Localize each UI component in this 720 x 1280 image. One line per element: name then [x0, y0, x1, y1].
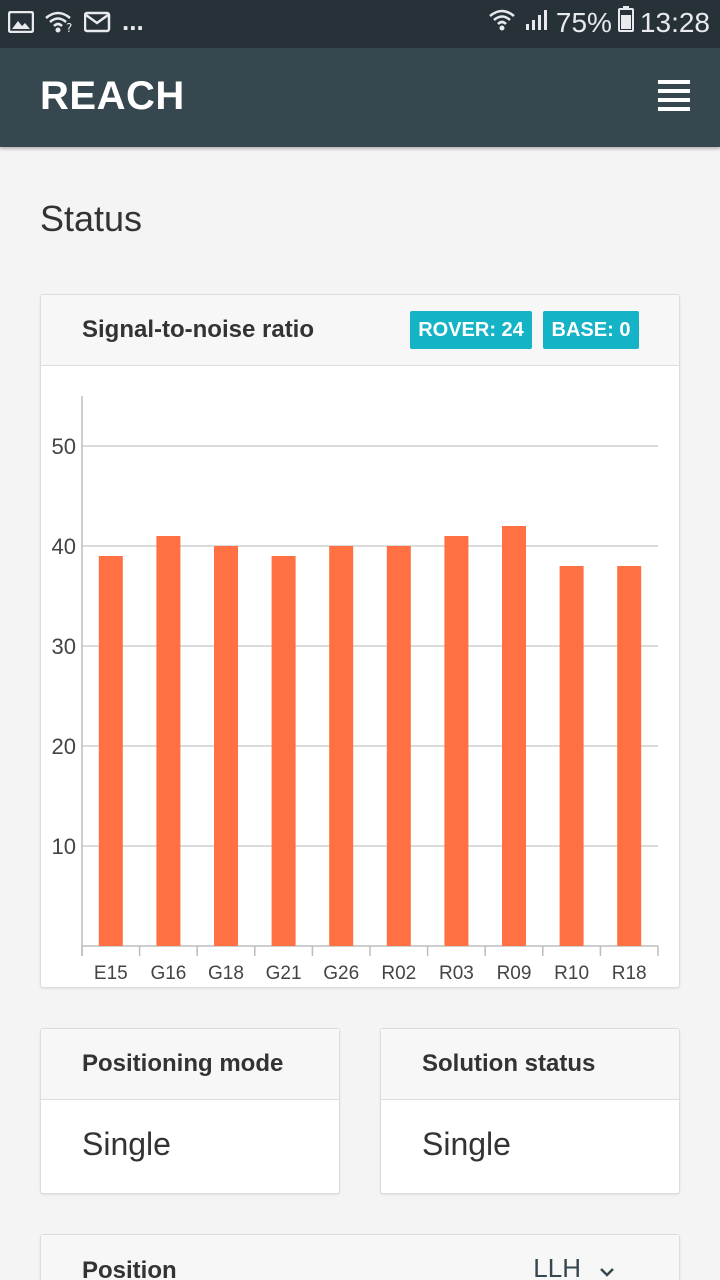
positioning-mode-value: Single [82, 1126, 171, 1162]
chevron-down-icon [599, 1253, 615, 1280]
bar [444, 536, 469, 946]
app-logo: REACH [40, 74, 185, 118]
solution-status-card: Solution status Single [380, 1028, 680, 1194]
solution-status-title: Solution status [422, 1050, 596, 1077]
positioning-mode-card: Positioning mode Single [40, 1028, 340, 1194]
bar [214, 546, 238, 946]
rover-badge[interactable]: ROVER: 24 [410, 311, 532, 349]
battery-percent: 75% [555, 6, 612, 38]
x-tick-label: R03 [439, 963, 474, 984]
coordinate-format-select[interactable]: LLH [533, 1253, 615, 1280]
more-notifications: ... [122, 6, 144, 36]
position-card-header: Position LLH [41, 1235, 679, 1280]
positioning-mode-header: Positioning mode [41, 1029, 339, 1100]
wifi-icon [488, 7, 518, 39]
solution-status-header: Solution status [381, 1029, 679, 1100]
y-tick-label: 10 [52, 834, 76, 859]
x-tick-label: G21 [266, 963, 302, 984]
snr-bar-chart: 10 20 30 40 50 E15 G16 G18 G21 G26 R02 R03 R09 R10 R18 [52, 396, 659, 984]
bar [156, 536, 181, 946]
notification-icons: ? ... [7, 6, 144, 39]
coordinate-format-value: LLH [533, 1253, 581, 1280]
bar [559, 566, 584, 946]
x-tick-label: R18 [612, 963, 647, 984]
bar [329, 546, 354, 946]
positioning-mode-title: Positioning mode [82, 1050, 284, 1077]
x-tick-label: R02 [381, 963, 416, 984]
wifi-question-icon: ? [44, 10, 74, 39]
app-bar: REACH [0, 48, 720, 147]
x-tick-label: R09 [497, 963, 532, 984]
page-title: Status [40, 198, 143, 239]
y-tick-label: 40 [52, 534, 76, 559]
hamburger-menu-icon[interactable] [658, 78, 692, 118]
x-tick-label: R10 [554, 963, 589, 984]
battery-icon [617, 6, 634, 39]
bar [386, 546, 411, 946]
y-tick-label: 50 [52, 434, 76, 459]
bar [271, 556, 296, 946]
y-tick-label: 30 [52, 634, 76, 659]
mail-icon [83, 11, 112, 38]
y-tick-label: 20 [52, 734, 76, 759]
svg-text:?: ? [66, 21, 72, 34]
bar [502, 526, 526, 946]
snr-card-header: Signal-to-noise ratio ROVER: 24 BASE: 0 [41, 295, 679, 366]
x-tick-label: E15 [94, 963, 128, 984]
bar [617, 566, 642, 946]
system-status-bar: ? ... 75% 13:28 [0, 0, 720, 48]
signal-icon [524, 7, 550, 39]
x-tick-label: G16 [150, 963, 186, 984]
clock: 13:28 [639, 6, 710, 38]
base-badge[interactable]: BASE: 0 [543, 311, 639, 349]
bar [98, 556, 123, 946]
solution-status-value: Single [422, 1126, 511, 1162]
position-card: Position LLH [40, 1234, 680, 1280]
image-icon [7, 10, 35, 38]
snr-card-title: Signal-to-noise ratio [82, 316, 315, 343]
x-tick-label: G26 [323, 963, 359, 984]
snr-card: Signal-to-noise ratio ROVER: 24 BASE: 0 … [40, 294, 680, 988]
x-tick-label: G18 [208, 963, 244, 984]
position-title: Position [82, 1257, 177, 1280]
